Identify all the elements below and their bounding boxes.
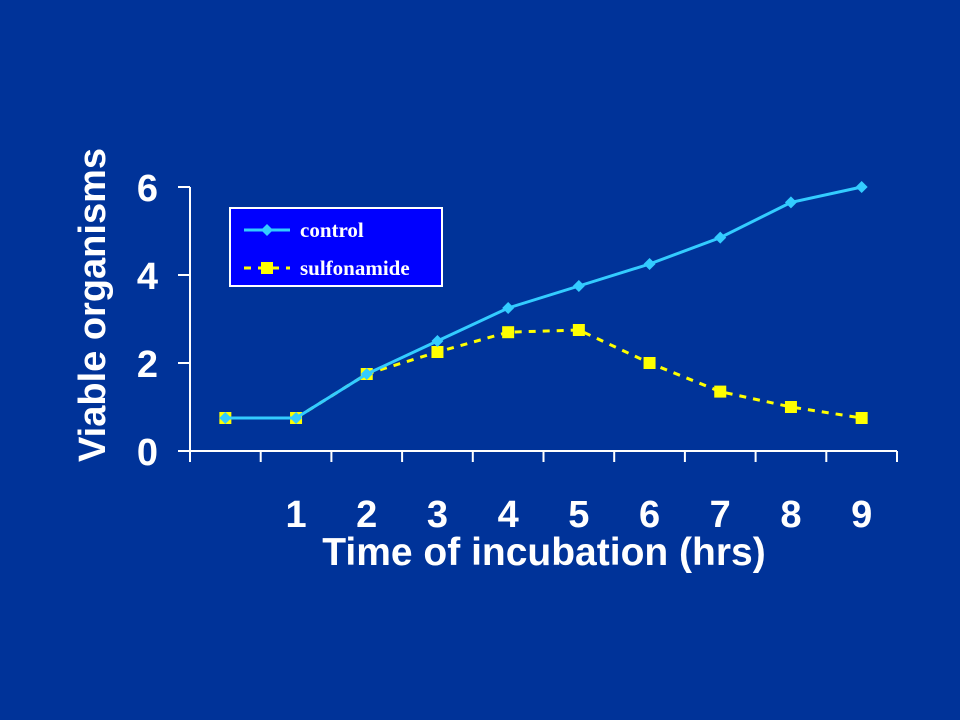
y-tick-label: 0 [137,432,158,474]
data-point-sulfonamide [431,346,444,358]
data-point-sulfonamide [714,385,727,398]
data-point-control [219,412,232,424]
series-control [219,181,868,424]
data-point-sulfonamide [784,401,797,413]
x-tick-label: 8 [780,494,801,536]
legend-marker-sulfonamide [261,262,273,274]
series-sulfonamide [219,324,868,424]
x-tick-label: 7 [710,494,731,536]
x-tick-label: 9 [851,494,872,536]
data-point-control [360,368,373,380]
data-point-sulfonamide [855,412,868,424]
legend-marker-control [261,224,273,236]
y-tick-label: 2 [137,344,158,386]
legend-label-sulfonamide: sulfonamide [300,256,410,280]
x-tick-label: 4 [498,494,519,536]
axes: 0 2 4 6 1 2 3 4 5 6 7 8 9 [137,168,898,536]
x-axis-title: Time of incubation (hrs) [322,531,765,574]
data-point-sulfonamide [502,326,515,339]
data-point-control [290,412,303,424]
y-axis-title: Viable organisms [72,148,114,462]
series-line-control [225,185,862,420]
data-point-control [431,335,444,347]
x-tick-label: 3 [427,494,448,536]
data-point-sulfonamide [643,357,656,369]
data-point-control [572,280,585,292]
data-point-sulfonamide [572,324,585,336]
series-layer [219,181,868,424]
data-point-control [714,231,727,244]
series-line-sulfonamide [225,328,862,420]
data-point-control [643,258,656,270]
x-tick-label: 6 [639,494,660,536]
legend-label-control: control [300,218,364,242]
data-point-control [784,196,797,209]
x-tick-label: 1 [285,494,306,536]
legend: control sulfonamide [229,207,443,287]
y-tick-label: 4 [137,256,158,298]
y-tick-label: 6 [137,168,158,210]
x-tick-label: 2 [356,494,377,536]
data-point-control [855,181,868,193]
x-tick-label: 5 [568,494,589,536]
data-point-control [502,302,515,314]
